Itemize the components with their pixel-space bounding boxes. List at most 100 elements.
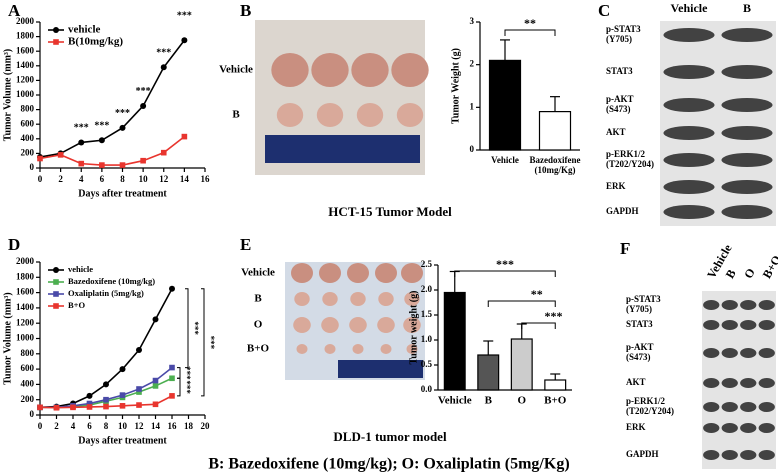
x-tick-label: 8 (120, 174, 125, 184)
y-tick-label: 0 (470, 144, 475, 154)
point (119, 403, 126, 409)
x-tick-label: B+O (544, 395, 567, 407)
photo-row-label: O (254, 319, 263, 331)
x-tick-label: Vehicle (491, 155, 519, 165)
point (169, 375, 175, 382)
y-axis-label: Tumor Volume (mm³) (2, 292, 13, 384)
point (99, 162, 105, 168)
significance: *** (496, 257, 514, 271)
x-tick-label: 10 (118, 421, 128, 431)
band (721, 378, 738, 388)
band (721, 65, 773, 79)
tumor (352, 344, 364, 354)
y-tick-label: 2 (470, 59, 475, 69)
point (152, 401, 159, 408)
point (86, 392, 93, 399)
tumor (322, 292, 338, 306)
y-tick-label: 2.5 (421, 259, 433, 269)
tumor (391, 53, 429, 87)
point (119, 392, 126, 398)
significance: *** (190, 321, 200, 335)
x-tick-label: 0 (38, 174, 43, 184)
y-axis-label: Tumor Volume (mm³) (2, 49, 13, 141)
lane-label: Vehicle (671, 1, 709, 15)
bracket (201, 288, 205, 397)
band (663, 28, 715, 42)
band (721, 98, 773, 112)
panel-label: B (240, 1, 251, 20)
tumor (351, 53, 389, 87)
point (103, 396, 109, 403)
y-tick-label: 0 (30, 162, 35, 172)
band (758, 378, 775, 388)
y-tick-label: 2000 (16, 16, 35, 26)
band (663, 65, 715, 79)
point (119, 162, 126, 168)
tumor (276, 103, 304, 127)
series-line (39, 135, 185, 166)
y-tick-label: 0.5 (421, 359, 433, 369)
photo-row-label: Vehicle (219, 64, 253, 76)
tumor (349, 317, 367, 333)
legend-marker (53, 303, 59, 309)
y-tick-label: 1200 (16, 74, 35, 84)
y-tick-label: 1400 (16, 60, 35, 70)
point (136, 389, 142, 395)
band (758, 348, 775, 358)
x-tick-label: Bazedoxifene (10mg/Kg) (530, 155, 581, 175)
band (663, 98, 715, 112)
y-tick-label: 1800 (16, 31, 35, 41)
lane-label: O (741, 266, 758, 281)
blot-row-label: AKT (606, 127, 626, 137)
panel-label: C (598, 1, 610, 20)
tumor (396, 103, 424, 127)
y-axis-label: Tumor weight (g) (408, 291, 419, 365)
blot (660, 21, 776, 226)
y-tick-label: 2000 (16, 256, 35, 266)
band (740, 348, 757, 358)
ruler (265, 135, 420, 163)
tumor (406, 344, 418, 354)
blot-row-label: ERK (606, 181, 626, 191)
blot-row-label: ERK (626, 422, 646, 432)
point (103, 381, 109, 388)
x-tick-label: 10 (139, 174, 149, 184)
band (721, 126, 773, 140)
photo-row-label: B (232, 109, 240, 121)
x-tick-label: 18 (184, 421, 194, 431)
x-tick-label: 16 (201, 174, 211, 184)
point (160, 64, 167, 71)
photo-row-label: B (254, 293, 262, 305)
bar (443, 291, 466, 391)
tumor (291, 263, 313, 283)
bracket (504, 29, 556, 36)
band (740, 402, 757, 412)
ruler (338, 360, 423, 378)
point (181, 37, 188, 44)
significance: *** (115, 108, 130, 119)
point (140, 102, 147, 109)
x-tick-label: 2 (58, 174, 63, 184)
x-tick-label: 4 (79, 174, 84, 184)
band (758, 450, 775, 460)
band (740, 450, 757, 460)
y-tick-label: 1400 (16, 302, 35, 312)
lane-label: B (723, 267, 739, 281)
legend-label: B(10mg/kg) (68, 36, 123, 48)
x-tick-label: Vehicle (438, 395, 472, 407)
band (703, 300, 720, 310)
bracket (454, 270, 556, 277)
band (721, 348, 738, 358)
tumor (375, 263, 397, 283)
blot-row-label: STAT3 (626, 319, 653, 329)
photo-row-label: Vehicle (241, 267, 275, 279)
point (181, 133, 188, 140)
lane-label: B (743, 1, 751, 15)
band (740, 423, 757, 433)
lane-label: B+O (760, 253, 778, 281)
y-tick-label: 1200 (16, 317, 35, 327)
band (703, 320, 720, 330)
significance: *** (74, 123, 89, 134)
point (98, 137, 105, 144)
